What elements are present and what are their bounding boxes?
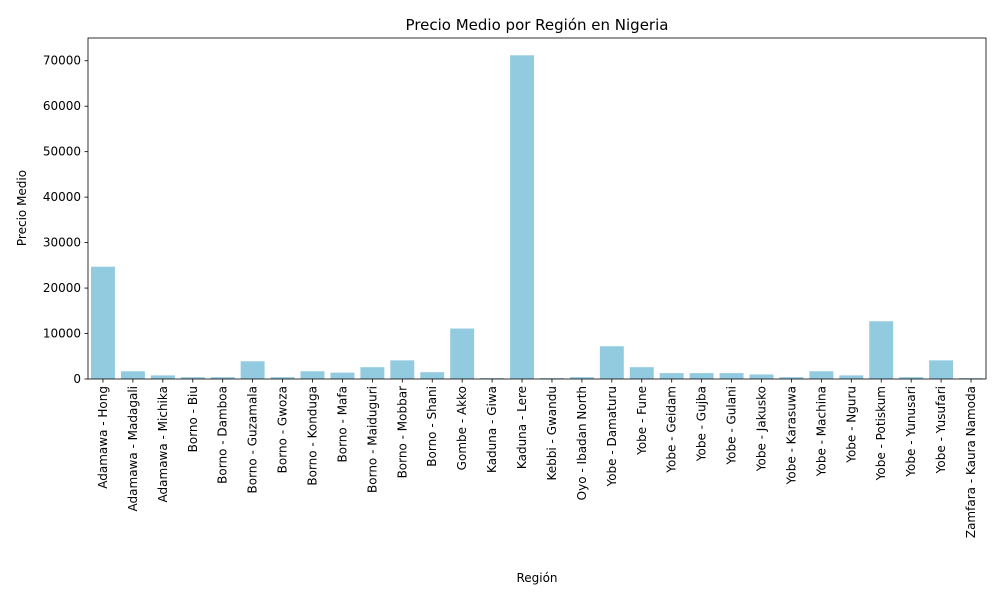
bar-3 <box>180 377 205 379</box>
bar-22 <box>749 374 774 379</box>
x-tick-label-19: Yobe - Geidam <box>665 386 679 474</box>
x-tick-label-20: Yobe - Gujba <box>695 386 709 462</box>
x-axis: Adamawa - Hong Adamawa - Madagali Adamawa … <box>96 379 978 538</box>
x-tick-label-27: Yobe - Yunusari <box>904 386 918 478</box>
x-tick-label-0: Adamawa - Hong <box>96 386 110 489</box>
x-tick-label-11: Borno - Shani <box>425 386 439 467</box>
bar-2 <box>150 375 175 379</box>
x-tick-label-5: Borno - Guzamala <box>246 386 260 494</box>
x-tick-label-16: Oyo - Ibadan North <box>575 386 589 500</box>
x-tick-label-8: Borno - Mafa <box>335 386 349 463</box>
x-tick-label-6: Borno - Gwoza <box>276 386 290 473</box>
x-tick-label-9: Borno - Maiduguri <box>365 386 379 493</box>
y-axis: 0 10000 20000 30000 40000 50000 60000 70000 <box>43 54 88 386</box>
bar-12 <box>450 328 475 379</box>
bar-6 <box>270 377 295 379</box>
bar-8 <box>330 372 355 379</box>
bar-16 <box>569 377 594 379</box>
y-tick-label-0: 0 <box>73 372 81 386</box>
y-tick-label-5: 50000 <box>43 145 81 159</box>
bar-7 <box>300 371 325 379</box>
bar-10 <box>390 360 415 379</box>
x-tick-label-25: Yobe - Nguru <box>844 386 858 464</box>
bar-13 <box>480 378 505 379</box>
bar-28 <box>929 360 954 379</box>
bar-25 <box>839 375 864 379</box>
x-tick-label-2: Adamawa - Michika <box>156 386 170 502</box>
bar-20 <box>689 373 714 379</box>
x-tick-label-14: Kaduna - Lere <box>515 386 529 469</box>
y-tick-label-1: 10000 <box>43 327 81 341</box>
x-tick-label-13: Kaduna - Giwa <box>485 386 499 473</box>
bar-24 <box>809 371 834 379</box>
x-tick-label-7: Borno - Konduga <box>306 386 320 486</box>
bar-17 <box>599 346 624 379</box>
bar-11 <box>420 372 445 379</box>
x-tick-label-12: Gombe - Akko <box>455 386 469 470</box>
bar-4 <box>210 377 235 379</box>
bar-23 <box>779 377 804 379</box>
x-tick-label-26: Yobe - Potiskum <box>874 386 888 481</box>
bar-15 <box>539 378 564 379</box>
bar-5 <box>240 361 265 379</box>
x-tick-label-1: Adamawa - Madagali <box>126 386 140 511</box>
x-tick-label-28: Yobe - Yusufari <box>934 386 948 474</box>
bar-21 <box>719 373 744 379</box>
x-tick-label-24: Yobe - Machina <box>814 386 828 477</box>
y-tick-label-3: 30000 <box>43 236 81 250</box>
bar-9 <box>360 367 385 379</box>
plot-frame <box>87 37 987 380</box>
x-tick-label-3: Borno - Biu <box>186 386 200 452</box>
chart-title: Precio Medio por Región en Nigeria <box>406 16 669 34</box>
x-tick-label-18: Yobe - Fune <box>635 386 649 456</box>
y-tick-label-4: 40000 <box>43 190 81 204</box>
bar-27 <box>899 377 924 379</box>
x-tick-label-4: Borno - Damboa <box>216 386 230 484</box>
y-axis-label: Precio Medio <box>15 170 29 246</box>
x-tick-label-23: Yobe - Karasuwa <box>784 386 798 485</box>
bars-group <box>90 55 984 379</box>
y-tick-label-7: 70000 <box>43 54 81 68</box>
x-tick-label-22: Yobe - Jakusko <box>755 386 769 472</box>
y-tick-label-6: 60000 <box>43 99 81 113</box>
x-tick-label-10: Borno - Mobbar <box>395 386 409 478</box>
bar-1 <box>120 371 145 379</box>
bar-18 <box>629 367 654 379</box>
bar-26 <box>869 321 894 379</box>
x-axis-label: Región <box>516 571 557 585</box>
bar-0 <box>90 266 115 379</box>
x-tick-label-15: Kebbi - Gwandu <box>545 386 559 480</box>
x-tick-label-29: Zamfara - Kaura Namoda <box>964 386 978 538</box>
bar-29 <box>959 378 984 379</box>
bar-14 <box>510 55 535 379</box>
x-tick-label-17: Yobe - Damaturu <box>605 386 619 488</box>
x-tick-label-21: Yobe - Gulani <box>725 386 739 466</box>
y-tick-label-2: 20000 <box>43 281 81 295</box>
bar-19 <box>659 373 684 379</box>
